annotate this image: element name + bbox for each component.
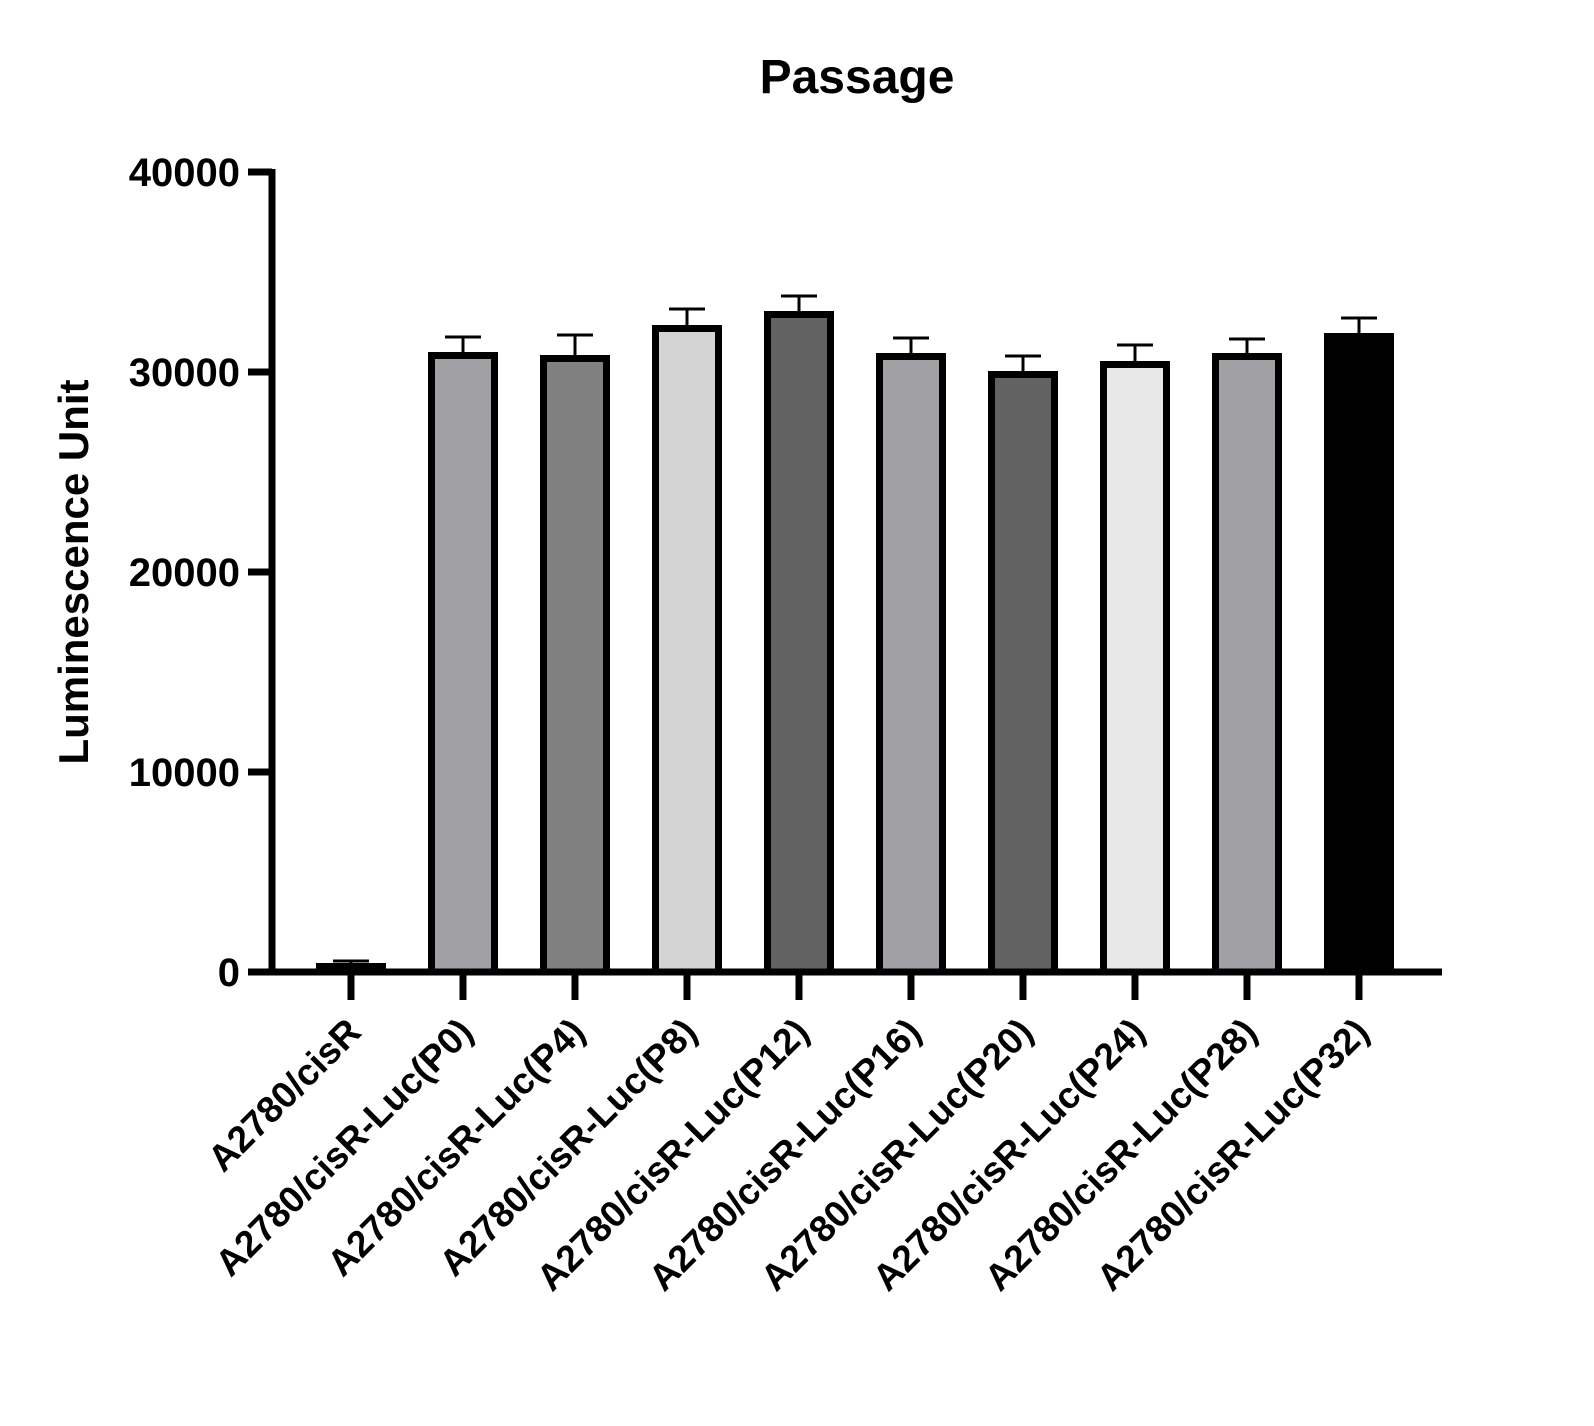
chart-title: Passage [760,51,955,104]
bar [876,353,946,976]
y-tick-label: 30000 [129,351,240,395]
bar [540,355,610,976]
y-tick-label: 0 [218,951,240,995]
bar [1100,361,1170,976]
bar [764,311,834,976]
bar [652,325,722,976]
y-tick-label: 10000 [129,751,240,795]
bar [1324,333,1394,976]
y-tick-label: 20000 [129,551,240,595]
bar [428,352,498,976]
bar [1212,353,1282,976]
bar [988,371,1058,976]
y-axis-label: Luminescence Unit [50,379,97,764]
y-tick-label: 40000 [129,151,240,195]
